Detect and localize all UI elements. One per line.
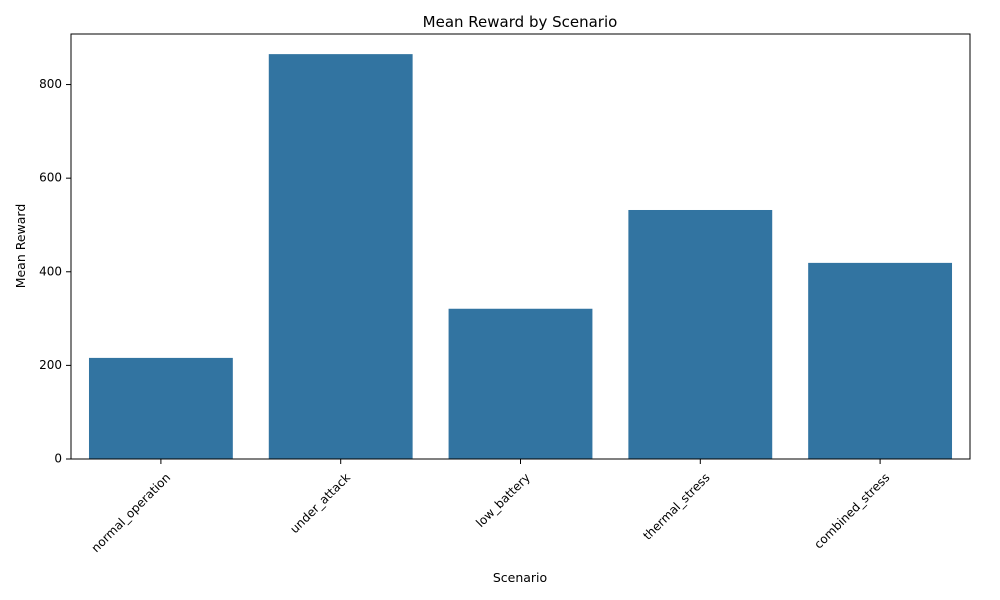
plot-frame	[70, 33, 971, 460]
bars-group	[88, 54, 953, 460]
y-tick-label: 800	[39, 77, 62, 91]
x-tick-label: low_battery	[473, 470, 533, 530]
x-tick-label: under_attack	[287, 470, 353, 536]
y-tick-label: 0	[54, 452, 62, 466]
bar-combined-stress	[808, 262, 953, 459]
x-tick-label: thermal_stress	[640, 470, 712, 542]
y-tick-label: 200	[39, 358, 62, 372]
bar-thermal-stress	[628, 209, 773, 459]
y-tick-label: 400	[39, 264, 62, 278]
y-axis-ticks: 0 200 400 600 800	[39, 77, 71, 466]
y-axis-label: Mean Reward	[13, 204, 28, 289]
x-tick-label: normal_operation	[89, 470, 174, 555]
y-tick-label: 600	[39, 171, 62, 185]
chart-title: Mean Reward by Scenario	[423, 13, 618, 31]
bar-low-battery	[448, 308, 593, 459]
bar-normal-operation	[88, 357, 233, 459]
x-axis-label: Scenario	[493, 570, 547, 585]
x-tick-label: combined_stress	[811, 470, 892, 551]
bar-under-attack	[268, 54, 413, 460]
x-axis-ticks: normal_operation under_attack low_battery t…	[89, 459, 892, 555]
